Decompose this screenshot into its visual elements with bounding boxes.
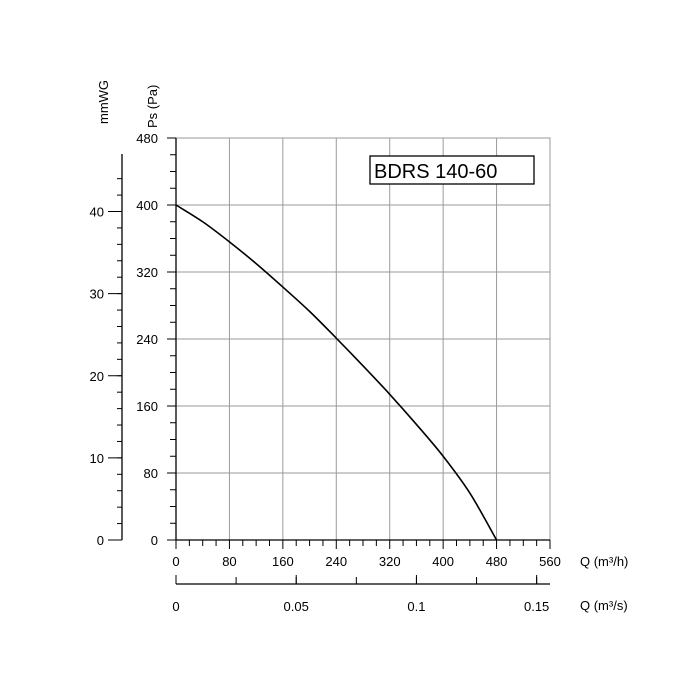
x-tick-label: 320 xyxy=(379,554,401,569)
x-tick-label: 480 xyxy=(486,554,508,569)
x-tick-label: 0 xyxy=(172,554,179,569)
y-tick-label: 240 xyxy=(136,332,158,347)
y-tick-label: 0 xyxy=(151,533,158,548)
x-secondary-tick-label: 0.05 xyxy=(284,599,309,614)
y-tick-label: 80 xyxy=(144,466,158,481)
x-tick-label: 400 xyxy=(432,554,454,569)
x-axis-title: Q (m³/h) xyxy=(580,554,628,569)
y-axis-title: Ps (Pa) xyxy=(145,85,160,128)
x-tick-label: 80 xyxy=(222,554,236,569)
y-secondary-tick-label: 30 xyxy=(90,287,104,302)
y-tick-label: 400 xyxy=(136,198,158,213)
x-secondary-tick-label: 0.15 xyxy=(524,599,549,614)
series xyxy=(175,204,498,541)
model-label-box: BDRS 140-60 xyxy=(369,155,535,185)
y-secondary-tick-label: 10 xyxy=(90,451,104,466)
y-tick-label: 480 xyxy=(136,131,158,146)
y-secondary-tick-label: 40 xyxy=(90,205,104,220)
x-secondary-tick-label: 0 xyxy=(172,599,179,614)
tick-labels: 0 80 160 240 320 400 480 5600801602403204004800… xyxy=(90,131,561,614)
x-secondary-axis-title: Q (m³/s) xyxy=(580,598,628,613)
chart-title: BDRS 140-60 xyxy=(374,161,497,183)
x-tick-label: 160 xyxy=(272,554,294,569)
x-secondary-tick-label: 0.1 xyxy=(407,599,425,614)
performance-curve xyxy=(175,204,498,541)
y-tick-label: 320 xyxy=(136,265,158,280)
y-secondary-tick-label: 20 xyxy=(90,369,104,384)
y-secondary-tick-label: 0 xyxy=(97,533,104,548)
x-tick-label: 240 xyxy=(325,554,347,569)
grid xyxy=(175,137,551,541)
y-tick-label: 160 xyxy=(136,399,158,414)
y-secondary-axis-title: mmWG xyxy=(96,80,111,124)
x-tick-label: 560 xyxy=(539,554,561,569)
